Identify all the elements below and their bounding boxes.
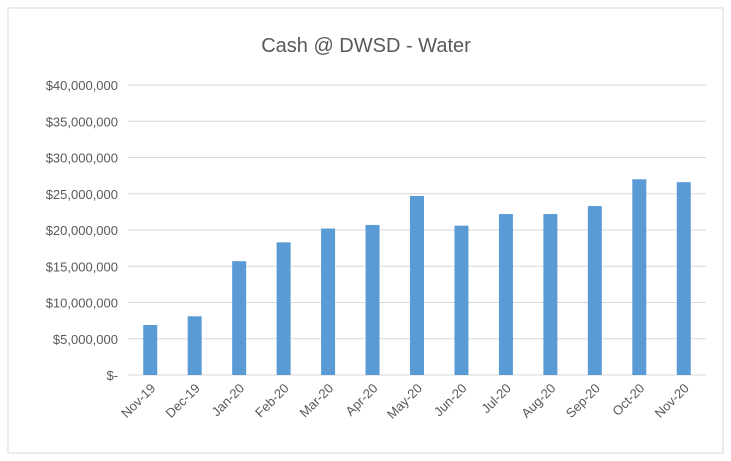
bar xyxy=(632,179,647,375)
y-tick-label: $40,000,000 xyxy=(46,78,118,93)
bar xyxy=(454,225,469,375)
bar xyxy=(498,214,513,375)
bar xyxy=(321,228,336,375)
y-tick-label: $15,000,000 xyxy=(46,259,118,274)
bar xyxy=(410,195,424,375)
y-tick-label: $5,000,000 xyxy=(53,332,118,347)
y-tick-label: $25,000,000 xyxy=(46,187,118,202)
bar xyxy=(365,224,380,375)
bar xyxy=(276,242,291,375)
bar xyxy=(187,316,202,375)
bar xyxy=(587,206,602,375)
y-tick-label: $30,000,000 xyxy=(46,151,118,166)
bar xyxy=(676,182,691,375)
y-tick-label: $10,000,000 xyxy=(46,296,118,311)
y-tick-label: $20,000,000 xyxy=(46,223,118,238)
y-tick-label: $35,000,000 xyxy=(46,114,118,129)
bar xyxy=(143,324,158,375)
y-tick-label: $- xyxy=(106,368,118,383)
chart-title: Cash @ DWSD - Water xyxy=(261,35,471,57)
bar xyxy=(232,261,247,375)
bar xyxy=(543,214,558,375)
